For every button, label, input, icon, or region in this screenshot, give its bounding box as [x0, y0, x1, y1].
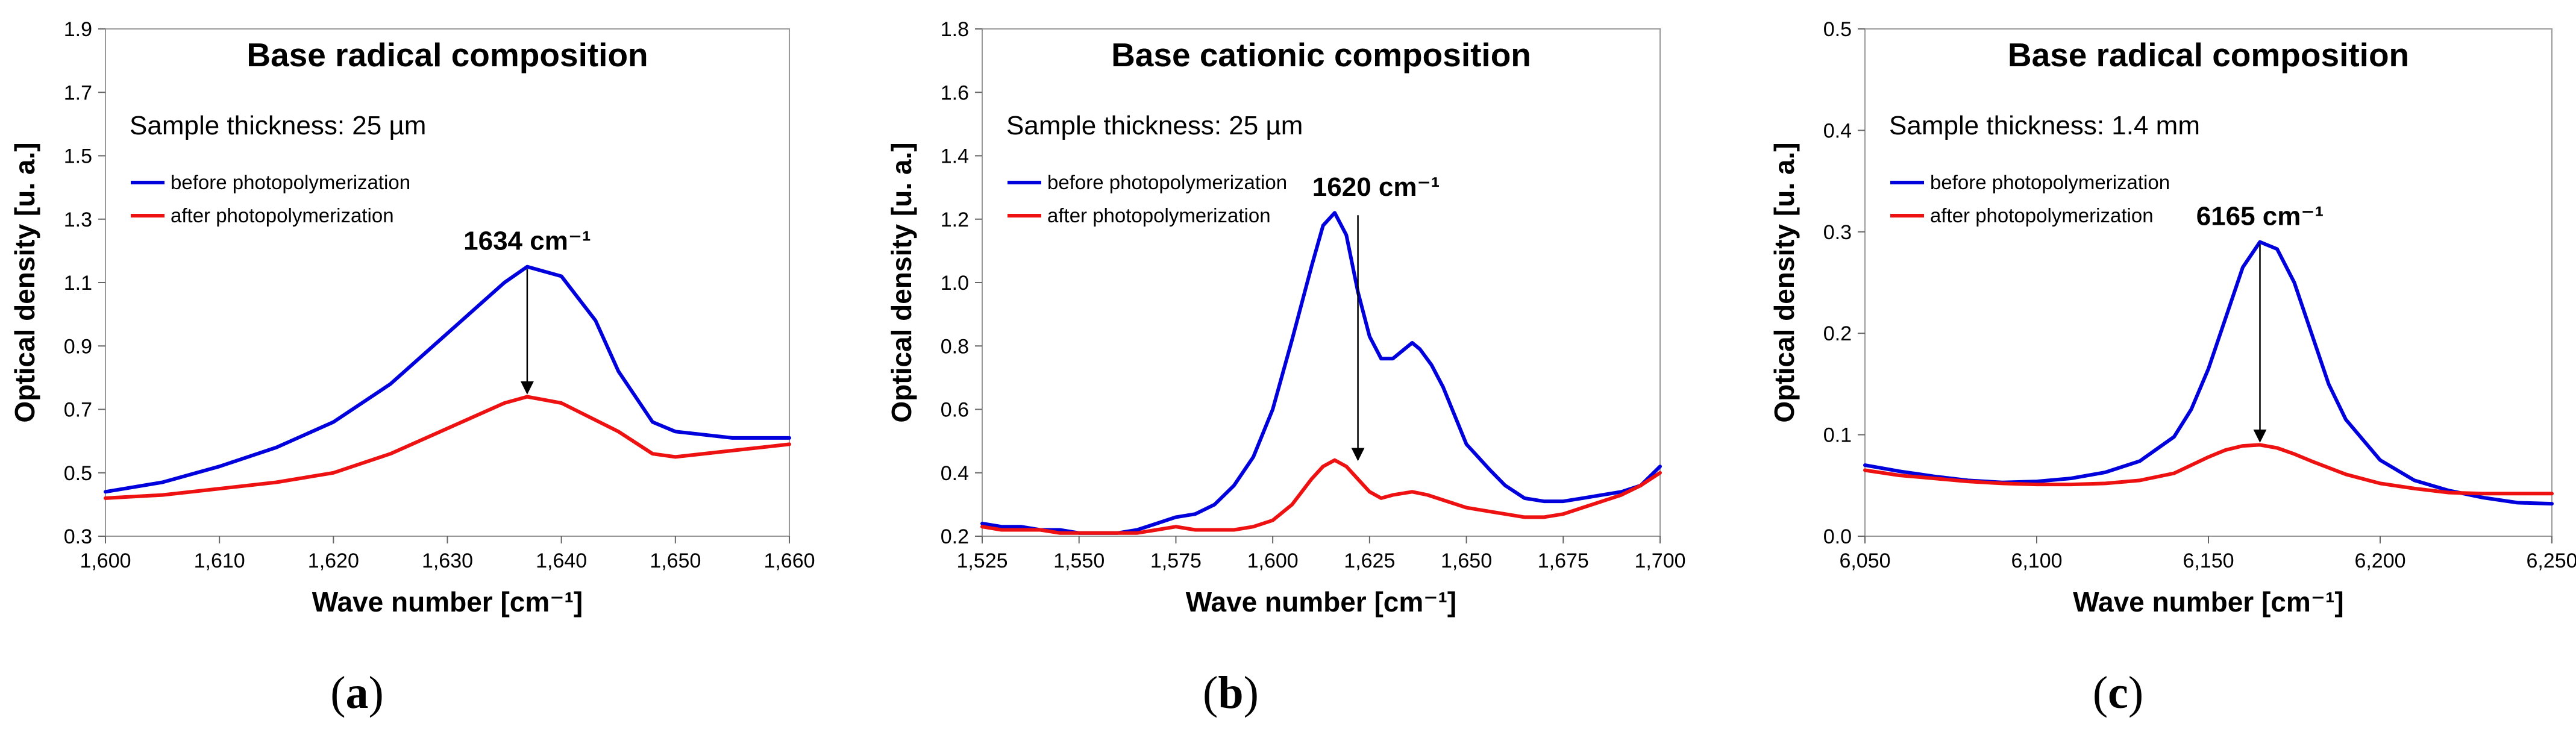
legend-label: before photopolymerization	[1930, 171, 2170, 193]
chart-panel-b: 1,525 1,550 1,575 1,600 1,625 1,650 1,675 1,700…	[886, 18, 1686, 718]
annotation-label: 1634 cm⁻¹	[463, 227, 591, 256]
series-line-after	[104, 395, 791, 500]
y-tick-label: 0.5	[64, 462, 92, 485]
y-tick-label: 0.4	[941, 462, 969, 485]
x-tick-label: 1,640	[536, 549, 587, 572]
chart-title: Base radical composition	[246, 36, 648, 74]
x-axis-label: Wave number [cm⁻¹]	[1186, 586, 1456, 618]
plot-area	[1864, 28, 2552, 537]
sample-thickness-note: Sample thickness: 1.4 mm	[1889, 111, 2200, 140]
y-tick-label: 0.3	[64, 525, 92, 548]
y-tick-label: 1.2	[941, 208, 969, 231]
x-tick-label: 6,200	[2354, 549, 2405, 572]
y-tick-label: 0.1	[1823, 424, 1852, 447]
series-line-after	[1863, 443, 2554, 496]
y-tick-label: 1.1	[64, 272, 92, 295]
y-tick-label: 0.3	[1823, 221, 1852, 244]
x-tick-label: 1,650	[1441, 549, 1492, 572]
y-tick-label: 1.4	[941, 145, 969, 168]
y-axis-label: Optical density [u. a.]	[886, 142, 917, 422]
sample-thickness-note: Sample thickness: 25 µm	[1006, 111, 1303, 140]
chart-title: Base radical composition	[2008, 36, 2409, 74]
x-tick-label: 1,600	[1247, 549, 1299, 572]
y-tick-label: 1.9	[64, 18, 92, 41]
x-tick-label: 1,620	[308, 549, 359, 572]
legend-label: before photopolymerization	[1047, 171, 1287, 193]
x-tick-label: 1,675	[1538, 549, 1589, 572]
x-tick-label: 1,630	[422, 549, 473, 572]
legend-label: before photopolymerization	[171, 171, 410, 193]
y-tick-label: 1.3	[64, 208, 92, 231]
y-tick-label: 0.9	[64, 335, 92, 358]
annotation-label: 1620 cm⁻¹	[1312, 172, 1440, 202]
x-tick-label: 6,100	[2011, 549, 2062, 572]
legend-label: after photopolymerization	[1047, 204, 1271, 227]
sample-thickness-note: Sample thickness: 25 µm	[130, 111, 426, 140]
x-tick-label: 1,660	[763, 549, 815, 572]
x-tick-label: 1,700	[1634, 549, 1685, 572]
panel-label: (b)	[1203, 668, 1259, 718]
y-tick-label: 0.5	[1823, 18, 1852, 41]
x-tick-label: 6,150	[2183, 549, 2234, 572]
chart-panel-a: 1,600 1,610 1,620 1,630 1,640 1,650 1,660 0.3 0.…	[9, 18, 815, 718]
y-tick-label: 1.5	[64, 145, 92, 168]
y-tick-label: 1.0	[941, 272, 969, 295]
series-line-before	[104, 264, 791, 494]
plot-area	[982, 28, 1661, 537]
plot-area	[105, 28, 790, 537]
y-tick-label: 0.7	[64, 399, 92, 422]
chart-title: Base cationic composition	[1111, 36, 1531, 74]
y-tick-label: 0.0	[1823, 525, 1852, 548]
y-tick-label: 1.7	[64, 81, 92, 104]
legend-label: after photopolymerization	[1930, 204, 2154, 227]
panel-label: (c)	[2093, 668, 2143, 718]
y-tick-label: 0.4	[1823, 119, 1852, 142]
annotation-label: 6165 cm⁻¹	[2196, 202, 2324, 231]
chart-panel-c: 6,050 6,100 6,150 6,200 6,250 0.0 0.1 0.2 0.3 0.4…	[1769, 18, 2576, 718]
y-tick-label: 1.8	[941, 18, 969, 41]
x-tick-label: 6,050	[1839, 549, 1890, 572]
y-tick-label: 0.2	[1823, 322, 1852, 345]
y-tick-label: 1.6	[941, 81, 969, 104]
x-tick-label: 6,250	[2526, 549, 2576, 572]
y-tick-label: 0.2	[941, 525, 969, 548]
legend-label: after photopolymerization	[171, 204, 394, 227]
y-axis-label: Optical density [u. a.]	[9, 142, 40, 422]
x-axis-label: Wave number [cm⁻¹]	[312, 586, 583, 618]
x-tick-label: 1,550	[1053, 549, 1105, 572]
x-tick-label: 1,650	[650, 549, 701, 572]
y-tick-label: 0.8	[941, 335, 969, 358]
x-axis-label: Wave number [cm⁻¹]	[2073, 586, 2343, 618]
y-tick-label: 0.6	[941, 399, 969, 422]
x-tick-label: 1,525	[956, 549, 1008, 572]
x-tick-label: 1,600	[80, 549, 131, 572]
panel-label: (a)	[330, 668, 384, 718]
x-tick-label: 1,625	[1344, 549, 1395, 572]
x-tick-label: 1,610	[194, 549, 245, 572]
series-line-after	[980, 458, 1662, 535]
x-tick-label: 1,575	[1150, 549, 1202, 572]
y-axis-label: Optical density [u. a.]	[1769, 142, 1800, 422]
